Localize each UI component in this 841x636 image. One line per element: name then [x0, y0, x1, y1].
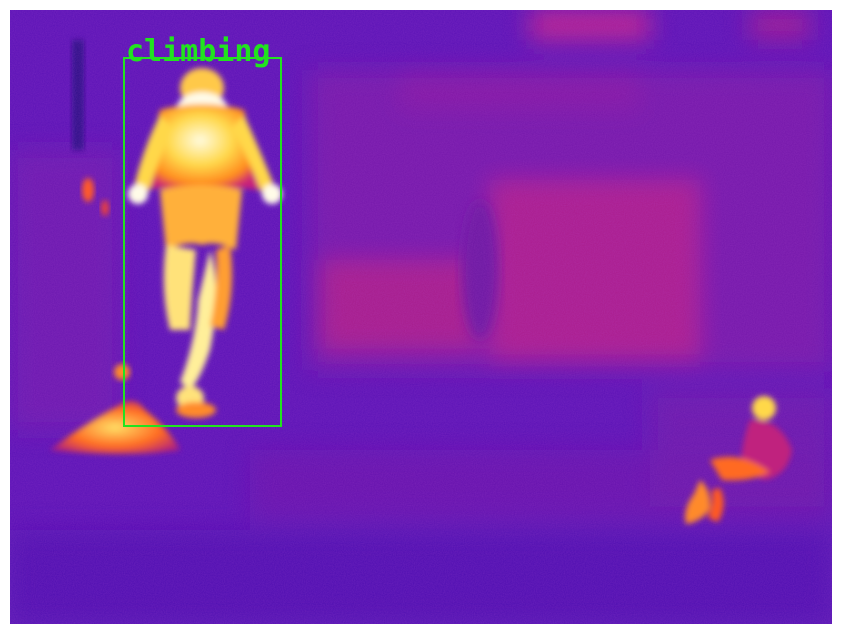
thermal-scene: climbing — [10, 10, 832, 624]
warm-object-left — [50, 178, 180, 454]
detection-box — [123, 57, 282, 427]
thermal-image-frame: climbing — [10, 10, 832, 624]
seated-person — [685, 396, 792, 524]
sensor-noise — [10, 10, 832, 624]
climbing-person — [128, 68, 282, 418]
detection-label: climbing — [126, 34, 271, 69]
